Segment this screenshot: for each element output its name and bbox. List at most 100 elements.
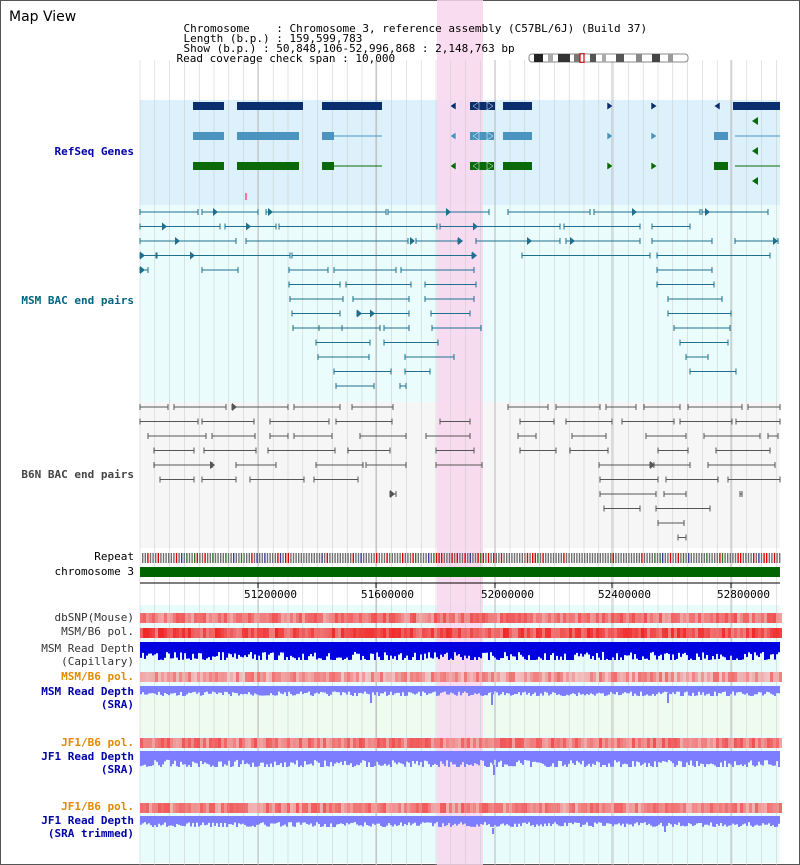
read-depth-bar	[174, 686, 176, 693]
polymorphism-cell	[770, 803, 773, 813]
read-depth-bar	[196, 751, 198, 764]
read-depth-bar	[204, 816, 206, 826]
polymorphism-cell	[419, 628, 422, 638]
repeat-element	[698, 553, 700, 563]
read-depth-bar	[672, 816, 674, 827]
polymorphism-cell	[173, 628, 176, 638]
polymorphism-cell	[440, 803, 443, 813]
read-depth-bar	[158, 642, 160, 660]
read-depth-bar	[648, 751, 650, 764]
polymorphism-cell	[146, 672, 149, 682]
read-depth-bar	[776, 642, 778, 655]
read-depth-bar	[262, 686, 264, 696]
read-depth-bar	[194, 816, 196, 827]
read-depth-bar	[272, 686, 274, 696]
polymorphism-cell	[614, 803, 617, 813]
read-depth-bar	[562, 751, 564, 767]
read-depth-bar	[392, 816, 394, 827]
polymorphism-cell	[563, 628, 566, 638]
polymorphism-cell	[227, 672, 230, 682]
polymorphism-cell	[683, 613, 686, 623]
track-label-dbsnp[interactable]: dbSNP(Mouse)	[54, 611, 134, 624]
read-depth-bar	[244, 686, 246, 694]
track-label-msm-b6-pol-2[interactable]: MSM/B6 pol.	[61, 670, 134, 683]
repeat-element	[168, 553, 170, 563]
read-depth-bar	[536, 751, 538, 763]
track-label-chromosome[interactable]: chromosome 3	[54, 565, 134, 578]
read-depth-bar	[538, 642, 540, 657]
polymorphism-cell	[431, 628, 434, 638]
chromosome-ideogram[interactable]	[528, 53, 690, 63]
polymorphism-cell	[737, 738, 740, 748]
polymorphism-cell	[641, 803, 644, 813]
gene-strand-arrow	[650, 131, 658, 141]
read-depth-bar	[574, 816, 576, 823]
read-depth-bar	[160, 686, 162, 695]
read-depth-bar	[626, 816, 628, 824]
polymorphism-cell	[302, 738, 305, 748]
track-label-jf1-depth-trimmed[interactable]: JF1 Read Depth	[41, 814, 134, 827]
polymorphism-cell	[488, 738, 491, 748]
polymorphism-cell	[515, 628, 518, 638]
polymorphism-cell	[467, 672, 470, 682]
selected-region-highlight[interactable]	[437, 0, 483, 865]
track-label-jf1-b6-pol-2[interactable]: JF1/B6 pol.	[61, 800, 134, 813]
read-depth-bar	[432, 686, 434, 693]
read-depth-bar	[530, 751, 532, 767]
polymorphism-cell	[641, 738, 644, 748]
polymorphism-cell	[206, 803, 209, 813]
polymorphism-cell	[671, 738, 674, 748]
polymorphism-cell	[236, 803, 239, 813]
track-label-msm-bac[interactable]: MSM BAC end pairs	[21, 294, 134, 307]
read-depth-bar	[240, 642, 242, 657]
read-depth-bar	[274, 751, 276, 762]
read-depth-bar	[524, 751, 526, 760]
gene-exon	[470, 102, 495, 110]
polymorphism-cell	[629, 738, 632, 748]
polymorphism-cell	[761, 628, 764, 638]
read-depth-bar	[770, 642, 772, 655]
polymorphism-cell	[281, 738, 284, 748]
polymorphism-cell	[710, 738, 713, 748]
polymorphism-cell	[311, 672, 314, 682]
read-depth-bar	[260, 642, 262, 660]
track-label-b6n-bac[interactable]: B6N BAC end pairs	[21, 468, 134, 481]
read-depth-bar	[562, 642, 564, 660]
polymorphism-cell	[542, 672, 545, 682]
polymorphism-cell	[608, 738, 611, 748]
read-depth-bar	[742, 686, 744, 694]
read-depth-bar	[496, 642, 498, 660]
polymorphism-cell	[548, 628, 551, 638]
read-depth-bar	[738, 816, 740, 827]
read-depth-bar	[428, 816, 430, 823]
polymorphism-cell	[341, 672, 344, 682]
track-label-refseq[interactable]: RefSeq Genes	[54, 145, 134, 158]
polymorphism-cell	[224, 613, 227, 623]
track-label-msm-b6-pol-1[interactable]: MSM/B6 pol.	[61, 625, 134, 638]
read-depth-bar	[526, 751, 528, 761]
polymorphism-cell	[755, 803, 758, 813]
read-depth-bar	[168, 686, 170, 696]
read-depth-bar	[296, 642, 298, 660]
track-label-msm-depth-capillary[interactable]: MSM Read Depth	[41, 642, 134, 655]
read-depth-bar	[348, 642, 350, 660]
polymorphism-cell	[455, 672, 458, 682]
track-label-jf1-b6-pol-1[interactable]: JF1/B6 pol.	[61, 736, 134, 749]
polymorphism-cell	[395, 613, 398, 623]
track-label-jf1-depth-sra[interactable]: JF1 Read Depth	[41, 750, 134, 763]
read-depth-bar	[196, 686, 198, 694]
gene-strand-arrow	[752, 117, 758, 125]
read-depth-bar	[638, 751, 640, 763]
polymorphism-cell	[698, 672, 701, 682]
track-label-msm-depth-sra[interactable]: MSM Read Depth	[41, 685, 134, 698]
track-label-repeat[interactable]: Repeat	[94, 550, 134, 563]
repeat-element	[581, 553, 583, 563]
read-depth-bar	[370, 686, 372, 694]
polymorphism-cell	[683, 628, 686, 638]
read-depth-bar	[638, 686, 640, 696]
read-depth-bar	[304, 751, 306, 762]
read-depth-bar	[356, 686, 358, 696]
read-depth-bar	[772, 686, 774, 695]
repeat-element	[755, 553, 757, 563]
